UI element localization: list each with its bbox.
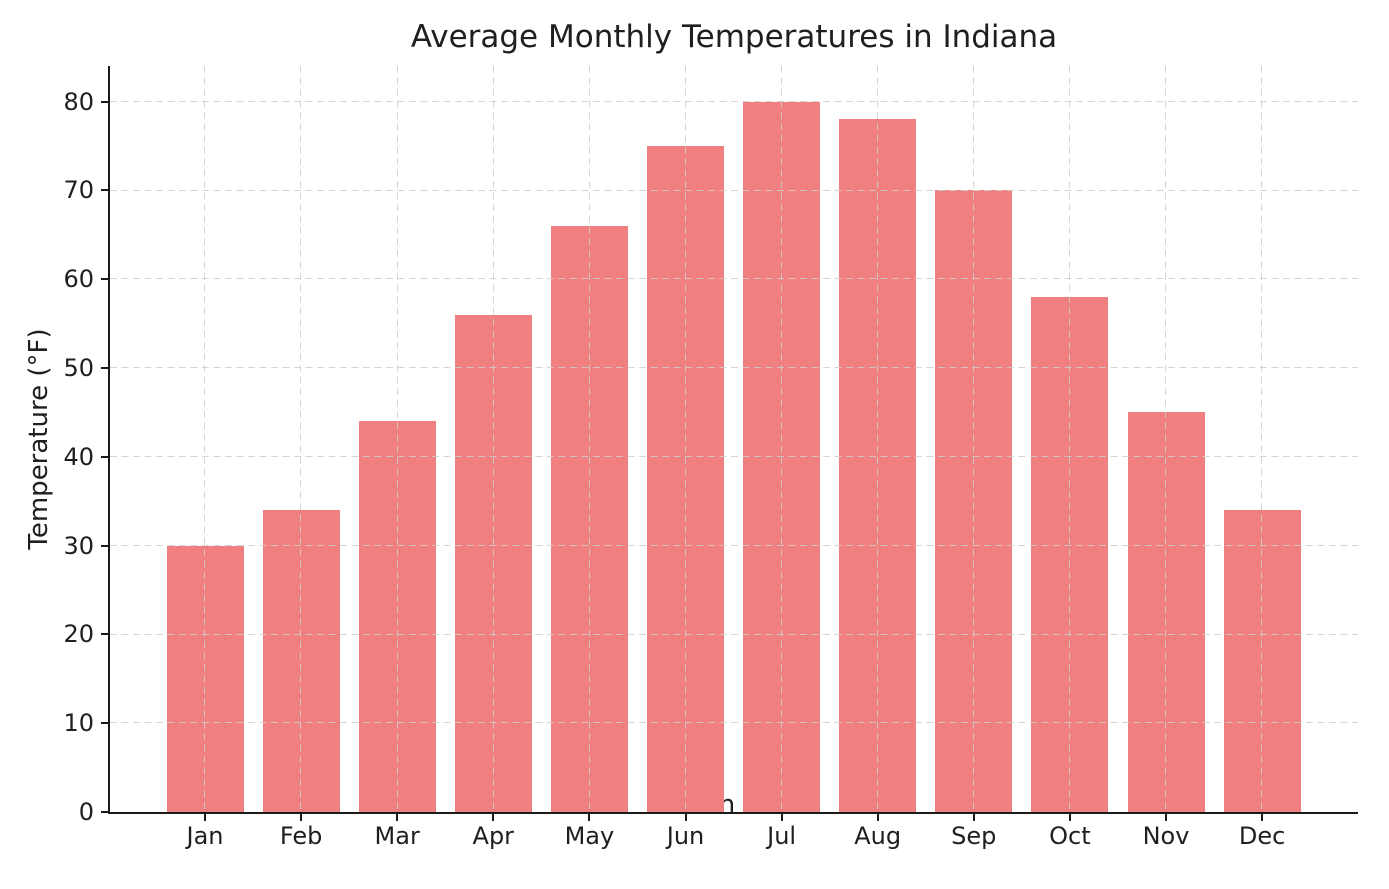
y-tick-label: 40 [63, 442, 94, 471]
y-tick-mark [101, 278, 108, 281]
y-tick-mark [101, 366, 108, 369]
gridline-vertical [204, 66, 207, 812]
gridline-vertical [396, 66, 399, 812]
y-tick-label: 50 [63, 353, 94, 382]
y-tick-label: 20 [63, 620, 94, 649]
x-tick-mark [1165, 814, 1167, 821]
x-tick-mark [1261, 814, 1264, 821]
y-tick-label: 70 [63, 176, 94, 205]
gridline-horizontal [110, 367, 1358, 370]
y-tick-label: 60 [63, 265, 94, 294]
x-tick-label: Feb [279, 822, 323, 850]
y-tick-mark [101, 455, 108, 458]
y-tick-label: 0 [78, 798, 94, 826]
gridline-vertical [1165, 66, 1168, 812]
x-tick-label: Dec [1238, 822, 1286, 850]
gridline-horizontal [110, 633, 1358, 636]
gridline-vertical [1069, 66, 1072, 812]
gridline-vertical [492, 66, 495, 812]
y-tick-mark [101, 189, 108, 192]
x-tick-label: Sep [951, 822, 997, 850]
y-axis-spine [108, 66, 110, 814]
y-tick-mark [101, 544, 108, 547]
x-tick-label: Apr [472, 822, 515, 850]
x-tick-label: Jun [666, 822, 705, 850]
plot-area: Temperature (°F) Jan Feb Mar Apr May Jun Jul Au… [24, 66, 1358, 850]
x-tick-label: Nov [1142, 822, 1190, 850]
x-tick-mark [972, 814, 975, 821]
x-tick-label: Mar [374, 822, 420, 850]
x-tick-label: May [564, 822, 615, 850]
y-tick-label: 30 [63, 531, 94, 560]
x-tick-mark [1068, 814, 1071, 821]
gridline-horizontal [110, 456, 1358, 459]
x-tick-mark [492, 814, 495, 821]
gridline-vertical [973, 66, 976, 812]
x-tick-mark [300, 814, 303, 821]
gridline-horizontal [110, 544, 1358, 547]
y-tick-label: 80 [63, 87, 94, 116]
gridline-vertical [780, 66, 783, 812]
x-tick-label: Jan [186, 822, 224, 850]
gridline-horizontal [110, 278, 1358, 281]
y-tick-mark [101, 633, 108, 636]
gridline-vertical [300, 66, 303, 812]
y-tick-mark [101, 811, 108, 813]
x-tick-label: Oct [1049, 822, 1091, 850]
x-tick-mark [684, 814, 687, 821]
x-tick-mark [588, 814, 591, 821]
x-axis-spine [108, 812, 1358, 814]
y-tick-mark [101, 722, 108, 725]
x-tick-mark [396, 814, 399, 821]
x-tick-label: Aug [854, 822, 902, 850]
gridline-horizontal [110, 100, 1358, 103]
gridline-vertical [684, 66, 687, 812]
y-tick-mark [101, 100, 108, 103]
gridline-vertical [1261, 66, 1264, 812]
y-tick-label: 10 [63, 709, 94, 738]
x-tick-mark [204, 814, 206, 821]
gridline-horizontal [110, 722, 1358, 725]
x-tick-mark [876, 814, 879, 821]
gridline-vertical [877, 66, 879, 812]
gridline-horizontal [110, 189, 1358, 192]
x-tick-mark [780, 814, 783, 821]
chart-title: Average Monthly Temperatures in Indiana [410, 19, 1058, 55]
x-tick-label: Jul [767, 822, 797, 850]
gridline-vertical [588, 66, 591, 812]
